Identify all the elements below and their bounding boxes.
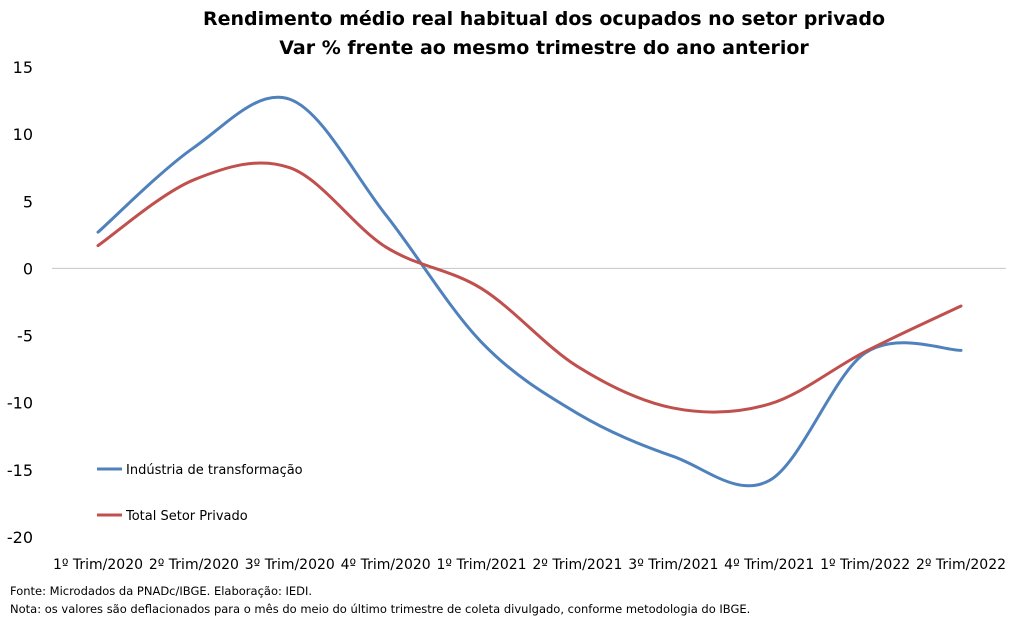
y-tick-label: 5 — [23, 192, 33, 211]
source-note: Fonte: Microdados da PNADc/IBGE. Elabora… — [10, 584, 313, 598]
y-tick-label: -10 — [7, 394, 33, 413]
y-tick-label: 0 — [23, 259, 33, 278]
x-tick-label: 2º Trim/2020 — [149, 557, 239, 573]
x-tick-label: 4º Trim/2021 — [724, 557, 814, 573]
y-tick-label: -20 — [7, 528, 33, 547]
x-tick-label: 3º Trim/2021 — [628, 557, 718, 573]
series-line-2 — [96, 161, 963, 414]
y-tick-label: 10 — [13, 125, 33, 144]
x-tick-label: 1º Trim/2020 — [53, 557, 143, 573]
y-axis-ticks: 15 10 5 0 -5 -10 -15 -20 — [7, 58, 33, 547]
x-tick-label: 3º Trim/2020 — [245, 557, 335, 573]
chart-subtitle: Var % frente ao mesmo trimestre do ano a… — [279, 37, 809, 59]
x-axis-ticks: 1º Trim/2020 2º Trim/2020 3º Trim/2020 4º T… — [53, 557, 1006, 573]
series-line-1 — [96, 95, 963, 488]
x-tick-label: 2º Trim/2022 — [916, 557, 1006, 573]
legend: Indústria de transformação Total Setor Pr… — [97, 463, 303, 524]
x-tick-label: 2º Trim/2021 — [532, 557, 622, 573]
x-tick-label: 4º Trim/2020 — [341, 557, 431, 573]
y-tick-label: -5 — [17, 327, 33, 346]
series-layer — [96, 95, 963, 488]
methodology-note: Nota: os valores são deflacionados para … — [10, 602, 751, 616]
y-tick-label: 15 — [13, 58, 33, 77]
chart-title: Rendimento médio real habitual dos ocupa… — [203, 8, 885, 30]
x-tick-label: 1º Trim/2022 — [820, 557, 910, 573]
x-tick-label: 1º Trim/2021 — [437, 557, 527, 573]
y-tick-label: -15 — [7, 461, 33, 480]
legend-label: Indústria de transformação — [126, 463, 303, 478]
legend-label: Total Setor Privado — [125, 509, 248, 524]
